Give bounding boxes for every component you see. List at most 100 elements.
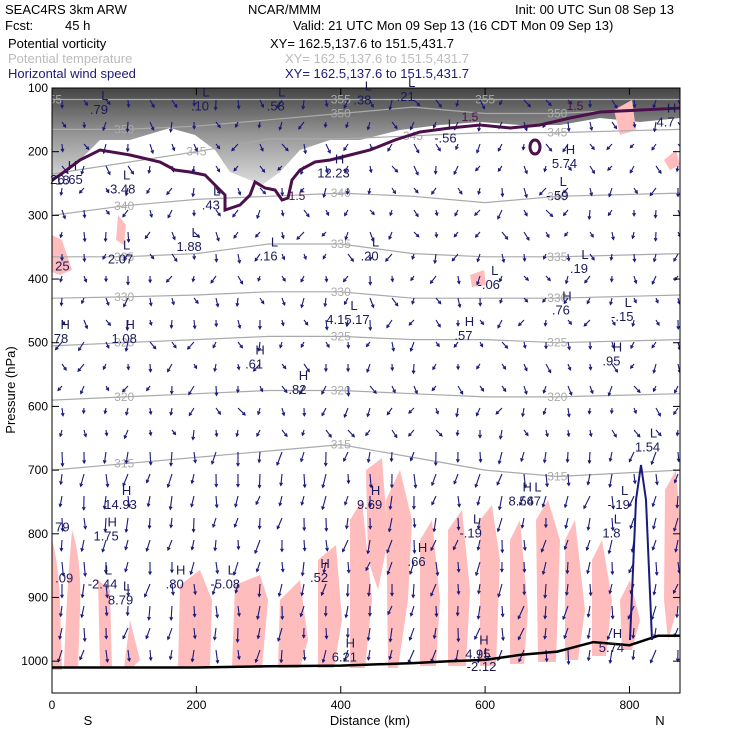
wind-vector — [542, 495, 547, 507]
wind-vector-head — [344, 169, 348, 174]
extremum-type: L — [228, 562, 235, 577]
wind-vector-head — [521, 413, 525, 418]
wind-vector — [170, 407, 173, 415]
wind-vector — [391, 121, 398, 129]
wind-vector — [676, 605, 679, 618]
theta-contour-label: 345 — [186, 145, 206, 159]
wind-vector-head — [547, 277, 551, 282]
wind-vector-head — [368, 525, 373, 530]
wind-vector-head — [609, 256, 614, 262]
wind-vector-head — [389, 212, 393, 217]
wind-vector — [477, 517, 481, 529]
wind-vector-head — [130, 170, 135, 175]
wind-vector — [280, 473, 283, 486]
theta-contour-label: 325 — [547, 336, 567, 350]
theta-contour-label: 335 — [547, 250, 567, 264]
wind-vector — [565, 517, 569, 529]
wind-vector — [387, 143, 393, 152]
wind-vector — [347, 561, 350, 573]
wind-vector — [566, 451, 569, 462]
wind-vector — [303, 143, 307, 154]
wind-vector-head — [150, 126, 155, 131]
wind-vector — [149, 143, 154, 154]
extremum-value: -.06 — [478, 277, 500, 292]
edge-value-label: 25 — [55, 258, 69, 273]
wind-vector — [545, 363, 552, 373]
theta-contour-350 — [52, 106, 680, 130]
wind-vector-head — [392, 389, 396, 394]
wind-vector-head — [545, 433, 549, 438]
y-tick-label: 100 — [28, 81, 48, 95]
extremum-value: 1.88 — [176, 239, 201, 254]
wind-vector — [474, 209, 481, 216]
wind-vector — [430, 275, 437, 284]
edge-value-label: 18 — [55, 172, 69, 187]
wind-vector-head — [260, 104, 265, 109]
theta-contour-label: 325 — [114, 336, 134, 350]
wind-vector-head — [435, 572, 440, 577]
wind-vector — [545, 99, 552, 106]
wind-vector — [300, 451, 305, 462]
wind-vector-head — [455, 458, 460, 464]
wind-vector-head — [651, 344, 656, 349]
wind-vector — [457, 495, 460, 507]
wind-vector — [391, 165, 398, 173]
wind-vector-head — [323, 123, 328, 129]
wind-vector-head — [588, 592, 593, 597]
wind-vector-head — [169, 616, 174, 622]
fcst-value: 45 h — [65, 18, 91, 33]
wind-vector — [234, 495, 239, 507]
wind-vector-head — [387, 528, 392, 533]
wind-vector — [501, 341, 508, 349]
wind-vector-head — [279, 344, 283, 349]
wind-vector — [125, 451, 129, 464]
north-label: N — [655, 713, 664, 728]
wind-vector — [457, 583, 460, 594]
wind-vector-head — [502, 365, 507, 370]
wind-vector-head — [103, 528, 108, 533]
wind-vector — [544, 583, 547, 598]
wind-vector — [212, 517, 217, 528]
extremum-type: H — [479, 632, 488, 647]
wind-vector-head — [104, 635, 109, 640]
wind-vector — [501, 231, 509, 240]
wind-vector-head — [432, 635, 437, 640]
wind-vector — [255, 495, 261, 505]
wind-vector-head — [125, 326, 130, 332]
wind-vector — [81, 605, 85, 618]
wind-vector — [433, 517, 437, 532]
wind-vector-head — [674, 548, 678, 553]
wind-vector-head — [166, 636, 171, 641]
wind-vector — [413, 539, 416, 553]
wind-vector-head — [146, 503, 151, 508]
wind-vector — [78, 341, 85, 351]
wind-vector-head — [147, 169, 152, 175]
wind-vector — [256, 561, 261, 572]
wind-vector-head — [281, 301, 286, 307]
wind-vector-head — [147, 616, 151, 621]
wind-vector-head — [300, 278, 304, 283]
theta-contour-label: 315 — [547, 469, 567, 483]
wind-vector-head — [324, 278, 329, 283]
wind-vector — [391, 429, 398, 438]
wind-vector-head — [125, 612, 130, 617]
wind-vector-head — [633, 279, 638, 285]
wind-vector-head — [299, 188, 304, 193]
wind-vector — [673, 407, 679, 415]
wind-vector-head — [453, 233, 458, 238]
wind-vector-head — [190, 503, 194, 508]
wind-vector-head — [632, 212, 636, 217]
wind-vector-head — [124, 528, 129, 533]
wind-vector — [259, 99, 264, 108]
wind-vector-head — [281, 256, 286, 261]
extremum-value: .10 — [191, 99, 209, 114]
wind-vector — [192, 187, 195, 197]
wind-vector — [367, 451, 371, 463]
wind-vector-head — [302, 412, 307, 417]
wind-vector-head — [474, 212, 478, 217]
wind-vector-head — [279, 659, 284, 664]
wind-vector-head — [388, 656, 393, 661]
wind-vector — [409, 561, 415, 575]
wind-vector-head — [608, 457, 613, 463]
wind-vector — [237, 649, 240, 660]
